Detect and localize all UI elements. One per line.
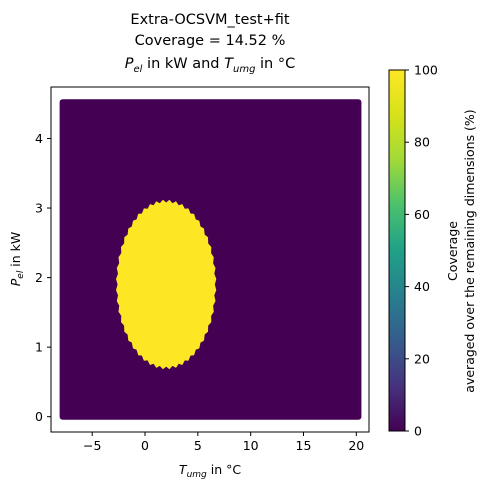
x-tick-label: 0 (141, 438, 149, 453)
colorbar-label-line-1: Coverage (445, 221, 460, 281)
title-middle: in kW and (142, 56, 224, 72)
heatmap-covered-region (116, 199, 217, 370)
x-tick-label: −5 (83, 438, 101, 453)
y-tick-label: 1 (35, 340, 43, 355)
y-tick-label: 0 (35, 409, 43, 424)
x-label-sub: umg (187, 470, 207, 480)
colorbar: 0 20 40 60 80 100 Coverage averaged over the … (388, 63, 477, 439)
colorbar-tick-label: 60 (414, 207, 430, 222)
colorbar-tick-label: 0 (414, 424, 422, 439)
chart-title-line-1: Extra-OCSVM_test+fit (130, 12, 289, 28)
chart-title-line-3: Pel in kW and Tumg in °C (125, 56, 295, 75)
colorbar-ticks: 0 20 40 60 80 100 (405, 63, 438, 439)
colorbar-tick-label: 100 (414, 63, 438, 78)
plot-frame (50, 86, 370, 433)
x-label-base: T (179, 462, 188, 477)
x-tick-label: 10 (243, 438, 259, 453)
plot-area: −5 0 5 10 15 20 0 1 2 3 4 (35, 86, 370, 453)
title-tumg-sub: umg (233, 64, 255, 75)
colorbar-tick-label: 80 (414, 135, 430, 150)
title-end: in °C (255, 56, 295, 72)
y-label-sub: el (16, 270, 26, 279)
colorbar-tick-label: 20 (414, 351, 430, 366)
x-tick-label: 20 (348, 438, 364, 453)
colorbar-tick-label: 40 (414, 279, 430, 294)
x-axis-ticks: −5 0 5 10 15 20 (83, 432, 364, 453)
x-tick-label: 5 (194, 438, 202, 453)
y-tick-label: 2 (35, 270, 43, 285)
y-tick-label: 4 (35, 131, 43, 146)
y-tick-label: 3 (35, 201, 43, 216)
x-axis-label: Tumg in °C (179, 462, 241, 480)
y-axis-ticks: 0 1 2 3 4 (35, 131, 51, 424)
x-tick-label: 15 (296, 438, 312, 453)
y-label-base: P (8, 278, 23, 286)
title-tumg-base: T (224, 56, 234, 72)
chart-title-line-2: Coverage = 14.52 % (135, 33, 286, 49)
title-pel-base: P (125, 56, 134, 72)
colorbar-label-line-2: averaged over the remaining dimensions (… (462, 109, 477, 392)
x-label-suffix: in °C (207, 462, 242, 477)
y-label-suffix: in kW (8, 232, 23, 271)
colorbar-gradient (389, 70, 405, 431)
colorbar-frame (388, 69, 406, 432)
y-axis-label: Pel in kW (8, 232, 26, 287)
title-pel-sub: el (134, 64, 143, 75)
